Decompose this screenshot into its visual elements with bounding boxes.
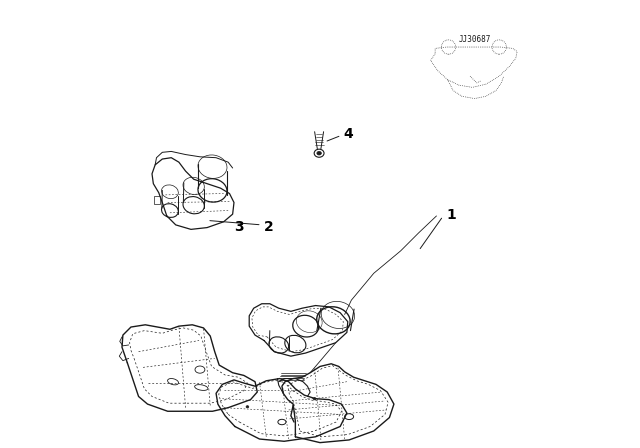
Ellipse shape — [314, 398, 316, 400]
Ellipse shape — [317, 151, 321, 155]
Text: 3: 3 — [234, 220, 244, 234]
Text: 2: 2 — [264, 220, 274, 234]
Ellipse shape — [246, 406, 249, 408]
Bar — [154, 196, 159, 204]
Text: JJ30687: JJ30687 — [458, 35, 491, 44]
Text: 4: 4 — [343, 127, 353, 142]
Text: 1: 1 — [446, 208, 456, 222]
